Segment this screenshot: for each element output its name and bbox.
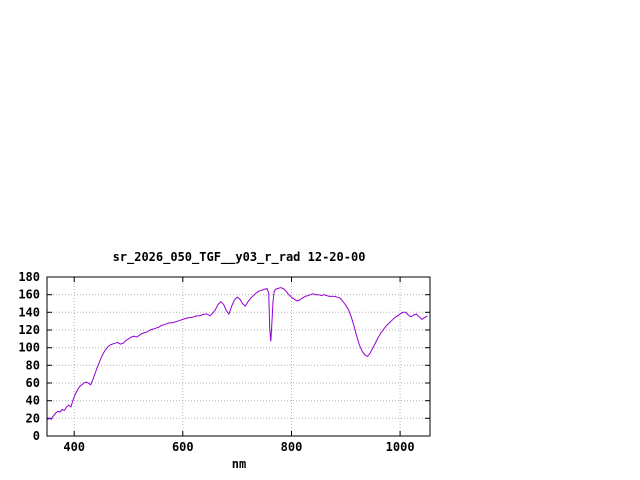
y-tick-label: 40 bbox=[26, 394, 40, 408]
x-axis-label: nm bbox=[231, 457, 247, 471]
spectrum-line bbox=[46, 287, 428, 421]
y-tick-label: 20 bbox=[26, 411, 40, 425]
x-tick-label: 800 bbox=[281, 440, 303, 454]
y-tick-label: 140 bbox=[18, 305, 40, 319]
y-tick-label: 0 bbox=[33, 429, 40, 443]
y-tick-label: 120 bbox=[18, 323, 40, 337]
x-tick-label: 1000 bbox=[386, 440, 415, 454]
y-tick-label: 80 bbox=[26, 358, 40, 372]
y-tick-label: 60 bbox=[26, 376, 40, 390]
y-tick-label: 160 bbox=[18, 288, 40, 302]
plot-border bbox=[46, 276, 431, 437]
chart-title: sr_2026_050_TGF__y03_r_rad 12-20-00 bbox=[112, 250, 366, 264]
x-tick-label: 600 bbox=[172, 440, 194, 454]
x-tick-label: 400 bbox=[63, 440, 85, 454]
y-tick-label: 180 bbox=[18, 270, 40, 284]
y-tick-label: 100 bbox=[18, 341, 40, 355]
